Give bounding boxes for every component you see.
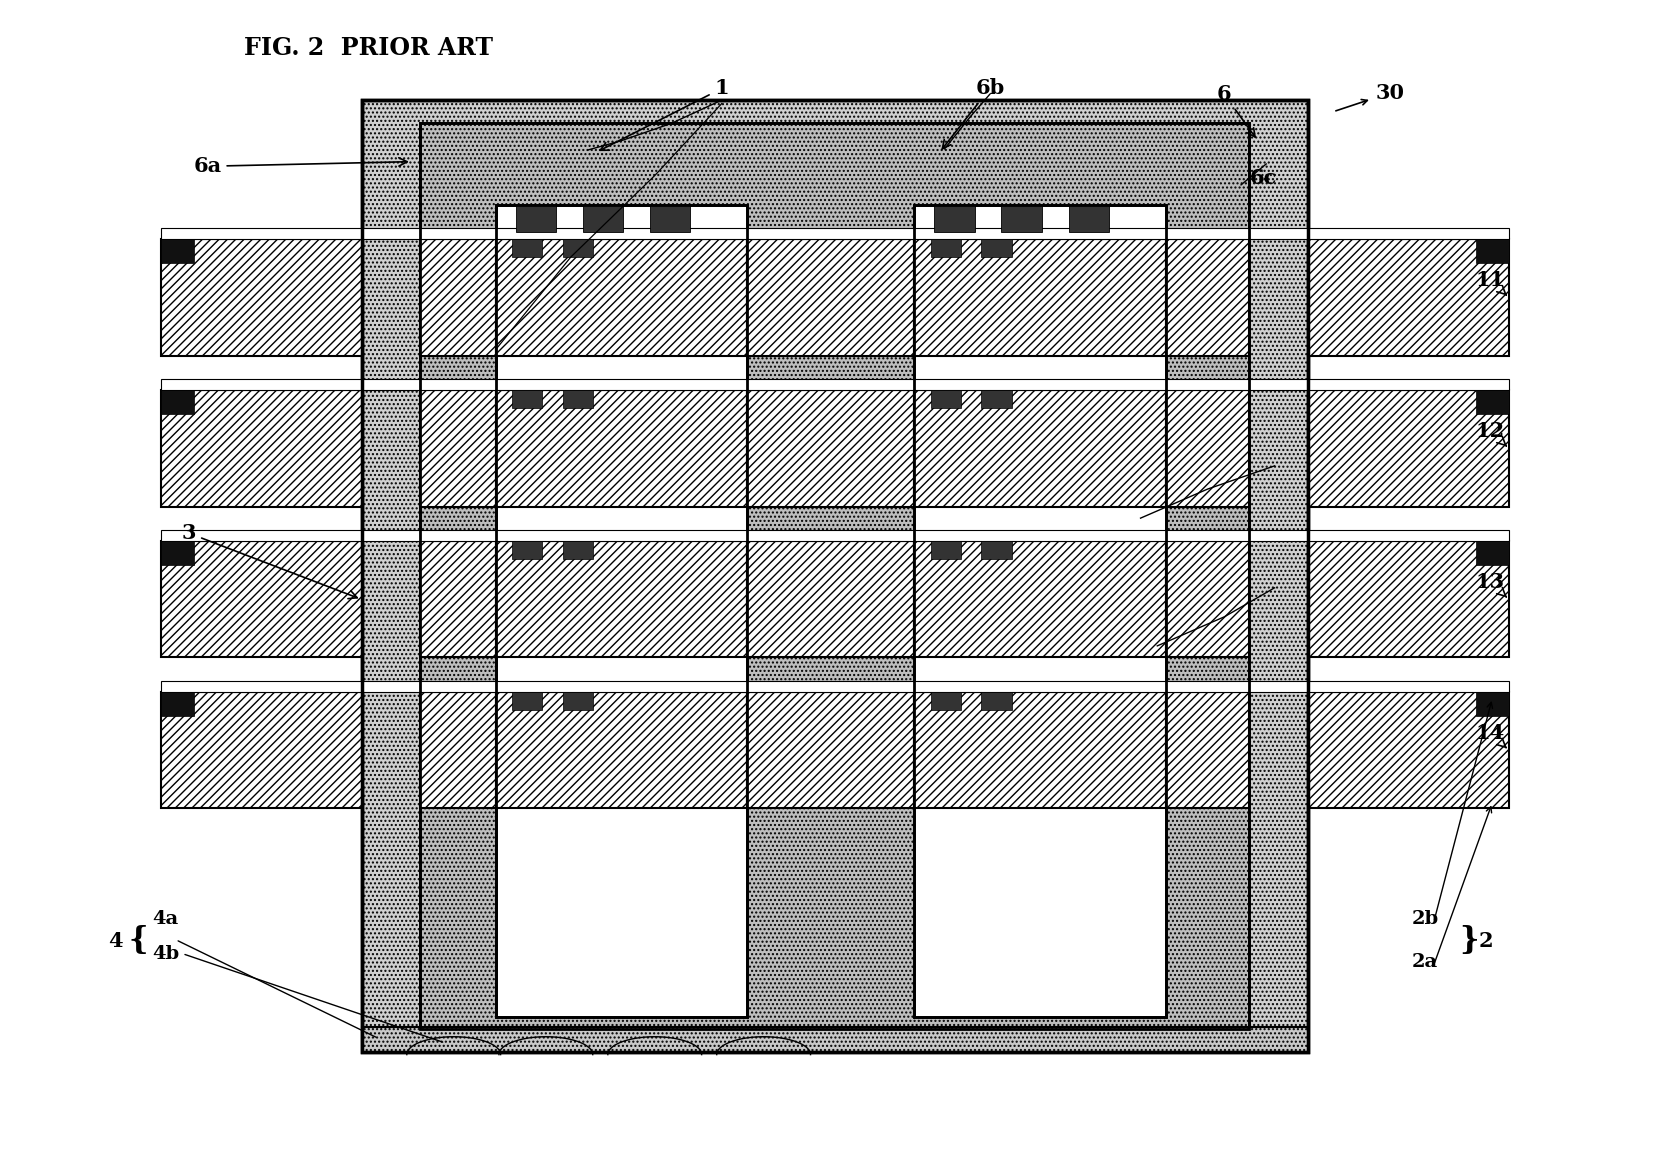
Bar (515, 205, 555, 233)
Bar (420, 541, 495, 658)
Text: 2b: 2b (1411, 910, 1440, 928)
Bar (982, 693, 1012, 710)
Text: 12: 12 (1475, 421, 1507, 446)
Bar (1166, 541, 1250, 658)
Text: 6c: 6c (1250, 168, 1277, 187)
Bar (1309, 390, 1509, 506)
Bar (512, 693, 542, 710)
Bar (562, 541, 592, 559)
Bar (1475, 541, 1509, 565)
Bar (915, 693, 1166, 809)
Text: 11: 11 (1475, 270, 1507, 294)
Bar (931, 390, 961, 407)
Bar (915, 205, 1166, 1017)
Text: {: { (129, 925, 148, 957)
Bar (931, 693, 961, 710)
Text: 2a: 2a (1411, 952, 1438, 971)
Text: 4: 4 (109, 931, 122, 951)
Bar (361, 100, 1309, 1052)
Bar (361, 100, 1309, 1052)
Bar (420, 123, 1250, 1029)
Bar (982, 240, 1012, 257)
Bar (495, 205, 747, 1017)
Bar (562, 390, 592, 407)
Bar (161, 693, 361, 809)
Bar (495, 693, 747, 809)
Text: }: } (1458, 925, 1478, 957)
Bar (161, 390, 195, 413)
Bar (420, 240, 495, 355)
Bar (1475, 390, 1509, 413)
Bar (361, 1027, 1309, 1052)
Bar (747, 541, 915, 658)
Text: 6a: 6a (193, 156, 408, 176)
Bar (982, 390, 1012, 407)
Bar (935, 205, 975, 233)
Bar (161, 541, 195, 565)
Text: 4b: 4b (153, 945, 180, 963)
Text: 3: 3 (181, 524, 357, 598)
Text: 6b: 6b (943, 78, 1005, 149)
Bar (1166, 693, 1250, 809)
Bar (1166, 240, 1250, 355)
Bar (747, 240, 915, 355)
Bar (1002, 205, 1042, 233)
Text: 30: 30 (1374, 83, 1404, 104)
Text: 4a: 4a (153, 910, 178, 928)
Bar (562, 693, 592, 710)
Bar (1309, 240, 1509, 355)
Bar (161, 228, 1509, 240)
Bar (161, 378, 1509, 390)
Bar (915, 541, 1166, 658)
Bar (1309, 693, 1509, 809)
Bar (562, 240, 592, 257)
Bar (420, 390, 495, 506)
Bar (512, 390, 542, 407)
Bar (931, 240, 961, 257)
Bar (512, 541, 542, 559)
Text: 1: 1 (601, 78, 728, 150)
Text: 13: 13 (1475, 572, 1507, 597)
Bar (915, 240, 1166, 355)
Bar (915, 390, 1166, 506)
Bar (915, 205, 1166, 1017)
Bar (161, 681, 1509, 693)
Bar (161, 541, 361, 658)
Text: 6: 6 (1217, 84, 1255, 137)
Bar (1166, 390, 1250, 506)
Bar (1475, 240, 1509, 263)
Bar (1475, 693, 1509, 716)
Text: 2: 2 (1478, 931, 1493, 951)
Bar (747, 390, 915, 506)
Bar (649, 205, 690, 233)
Bar (495, 390, 747, 506)
Bar (161, 530, 1509, 541)
Bar (495, 205, 747, 1017)
Bar (1069, 205, 1109, 233)
Bar (931, 541, 961, 559)
Text: FIG. 2  PRIOR ART: FIG. 2 PRIOR ART (245, 36, 493, 59)
Bar (161, 240, 361, 355)
Bar (982, 541, 1012, 559)
Bar (495, 541, 747, 658)
Bar (161, 693, 195, 716)
Bar (420, 123, 1250, 1029)
Bar (161, 240, 195, 263)
Bar (512, 240, 542, 257)
Text: 14: 14 (1475, 723, 1507, 747)
Bar (747, 693, 915, 809)
Bar (1309, 541, 1509, 658)
Bar (582, 205, 623, 233)
Bar (420, 693, 495, 809)
Bar (161, 390, 361, 506)
Bar (495, 240, 747, 355)
